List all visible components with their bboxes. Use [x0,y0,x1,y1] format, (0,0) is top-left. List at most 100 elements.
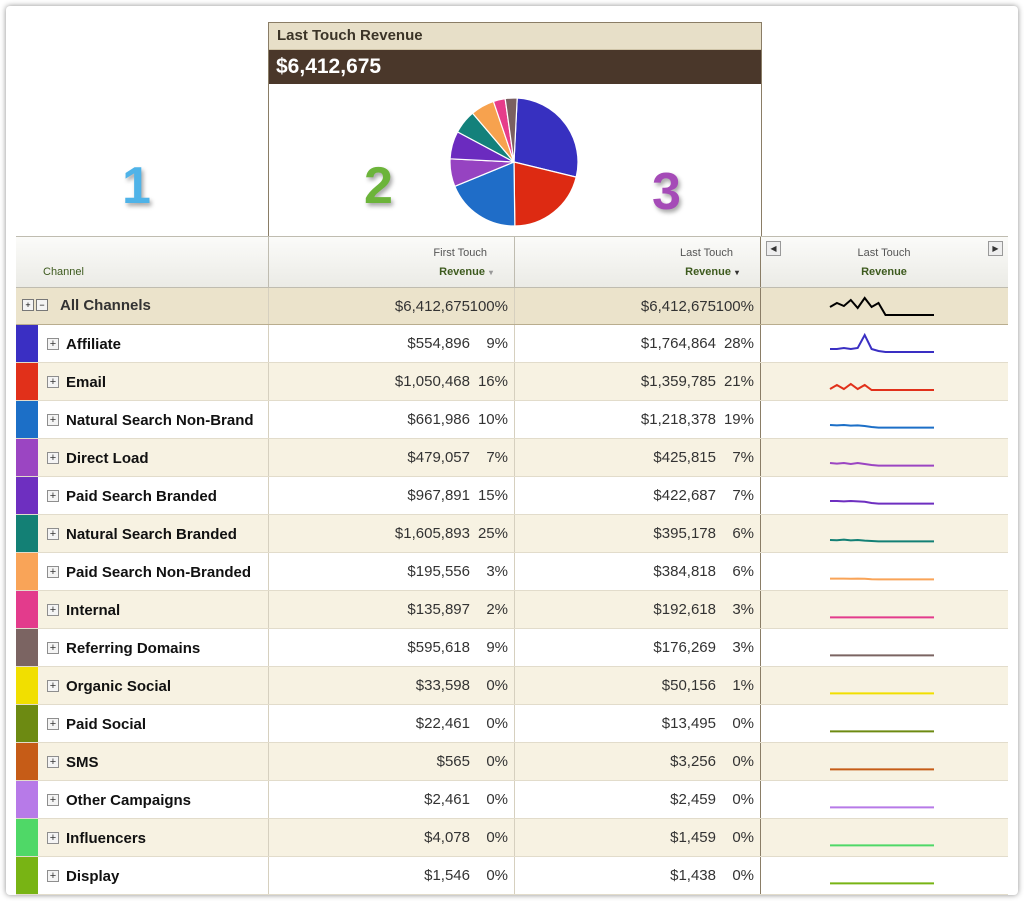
first-touch-revenue: $135,897 [407,601,470,618]
panel-title: Last Touch Revenue [269,23,761,50]
sparkline-path [830,332,934,353]
channel-color-swatch [16,743,38,780]
first-touch-pct: 0% [486,829,508,846]
channel-color-swatch [16,477,38,514]
first-touch-pct: 0% [486,791,508,808]
annotation-3: 3 [651,162,683,223]
revenue-sparkline [830,882,934,885]
expand-row-icon[interactable]: + [47,680,59,692]
last-touch-total-pct: 100% [715,298,754,315]
table-row[interactable]: + Paid Social $22,461 0% $13,495 0% [16,705,1008,743]
sparkline-path [829,423,934,429]
scroll-right-icon[interactable]: ▶ [988,241,1003,256]
first-touch-revenue: $479,057 [407,449,470,466]
collapse-all-icon[interactable]: − [36,299,48,311]
expand-row-icon[interactable]: + [47,870,59,882]
channel-color-swatch [16,857,38,894]
revenue-sparkline [829,461,934,467]
revenue-sparkline [830,730,934,733]
last-touch-revenue: $50,156 [661,677,716,694]
expand-row-icon[interactable]: + [47,452,59,464]
last-touch-revenue: $192,618 [653,601,716,618]
last-touch-revenue: $1,459 [670,829,716,846]
last-touch-pct: 21% [723,373,754,390]
expand-row-icon[interactable]: + [47,490,59,502]
table-row[interactable]: + Affiliate $554,896 9% $1,764,864 28% [16,325,1008,363]
first-touch-pct: 0% [486,677,508,694]
table-row[interactable]: + Direct Load $479,057 7% $425,815 7% [16,439,1008,477]
trend-header-label: Revenue [861,266,907,278]
sort-desc-icon[interactable]: ▾ [734,268,739,277]
first-touch-revenue: $195,556 [407,563,470,580]
table-row[interactable]: + Paid Search Branded $967,891 15% $422,687 7… [16,477,1008,515]
expand-row-icon[interactable]: + [47,338,59,350]
all-channels-row[interactable]: + − All Channels $6,412,675 100% $6,412,6… [16,288,1008,325]
revenue-sparkline [830,332,934,353]
sort-chevron-icon[interactable]: ▾ [488,268,493,277]
first-touch-pct: 10% [477,411,508,428]
first-touch-revenue: $661,986 [407,411,470,428]
first-touch-revenue: $554,896 [407,335,470,352]
channel-name: Natural Search Non-Brand [66,412,254,429]
revenue-sparkline [829,382,934,391]
last-touch-header-top: Last Touch [679,247,733,259]
expand-row-icon[interactable]: + [47,566,59,578]
expand-row-icon[interactable]: + [47,604,59,616]
expand-row-icon[interactable]: + [47,414,59,426]
table-row[interactable]: + SMS $565 0% $3,256 0% [16,743,1008,781]
channel-table: Channel First Touch Revenue ▾ Last Touch … [16,236,1008,895]
table-row[interactable]: + Email $1,050,468 16% $1,359,785 21% [16,363,1008,401]
column-header-channel[interactable]: Channel [16,237,268,287]
table-row[interactable]: + Natural Search Branded $1,605,893 25% $395… [16,515,1008,553]
scroll-left-icon[interactable]: ◀ [766,241,781,256]
channel-color-swatch [16,629,38,666]
all-channels-sparkline [829,296,934,316]
channel-name: Direct Load [66,450,149,467]
last-touch-revenue: $1,438 [670,867,716,884]
expand-row-icon[interactable]: + [47,642,59,654]
all-channels-label: All Channels [60,297,151,314]
sparkline-path [830,499,934,505]
channel-name: Referring Domains [66,640,201,657]
revenue-sparkline [830,768,934,771]
column-header-first-touch[interactable]: First Touch Revenue ▾ [268,237,515,287]
last-touch-revenue: $1,359,785 [640,373,716,390]
channel-color-swatch [16,667,38,704]
expand-all-icon[interactable]: + [22,299,34,311]
first-touch-pct: 15% [477,487,508,504]
last-touch-pct: 0% [732,791,754,808]
table-row[interactable]: + Paid Search Non-Branded $195,556 3% $384,8… [16,553,1008,591]
expand-row-icon[interactable]: + [47,756,59,768]
channel-name: Internal [66,602,121,619]
panel-total-value: $6,412,675 [269,50,761,84]
revenue-pie-chart [449,97,579,227]
last-touch-pct: 0% [732,753,754,770]
channel-color-swatch [16,363,38,400]
expand-row-icon[interactable]: + [47,794,59,806]
expand-row-icon[interactable]: + [47,376,59,388]
sparkline-path [829,461,934,467]
first-touch-revenue: $1,546 [424,867,470,884]
last-touch-header-label: Revenue [685,266,731,278]
last-touch-pct: 28% [723,335,754,352]
revenue-sparkline [830,616,934,619]
pie-slice [454,161,516,227]
table-row[interactable]: + Natural Search Non-Brand $661,986 10% $1,2… [16,401,1008,439]
channel-color-swatch [16,591,38,628]
first-touch-revenue: $22,461 [415,715,470,732]
expand-row-icon[interactable]: + [47,718,59,730]
expand-row-icon[interactable]: + [47,528,59,540]
table-row[interactable]: + Other Campaigns $2,461 0% $2,459 0% [16,781,1008,819]
table-row[interactable]: + Referring Domains $595,618 9% $176,269 3% [16,629,1008,667]
expand-row-icon[interactable]: + [47,832,59,844]
last-touch-revenue: $2,459 [670,791,716,808]
revenue-sparkline [830,844,934,847]
table-row[interactable]: + Organic Social $33,598 0% $50,156 1% [16,667,1008,705]
table-row[interactable]: + Influencers $4,078 0% $1,459 0% [16,819,1008,857]
table-row[interactable]: + Internal $135,897 2% $192,618 3% [16,591,1008,629]
column-header-trend: ◀ ▶ Last Touch Revenue [760,237,1007,287]
table-row[interactable]: + Display $1,546 0% $1,438 0% [16,857,1008,895]
column-header-last-touch[interactable]: Last Touch Revenue ▾ [514,237,761,287]
first-touch-total-pct: 100% [469,298,508,315]
first-touch-revenue: $1,050,468 [394,373,470,390]
